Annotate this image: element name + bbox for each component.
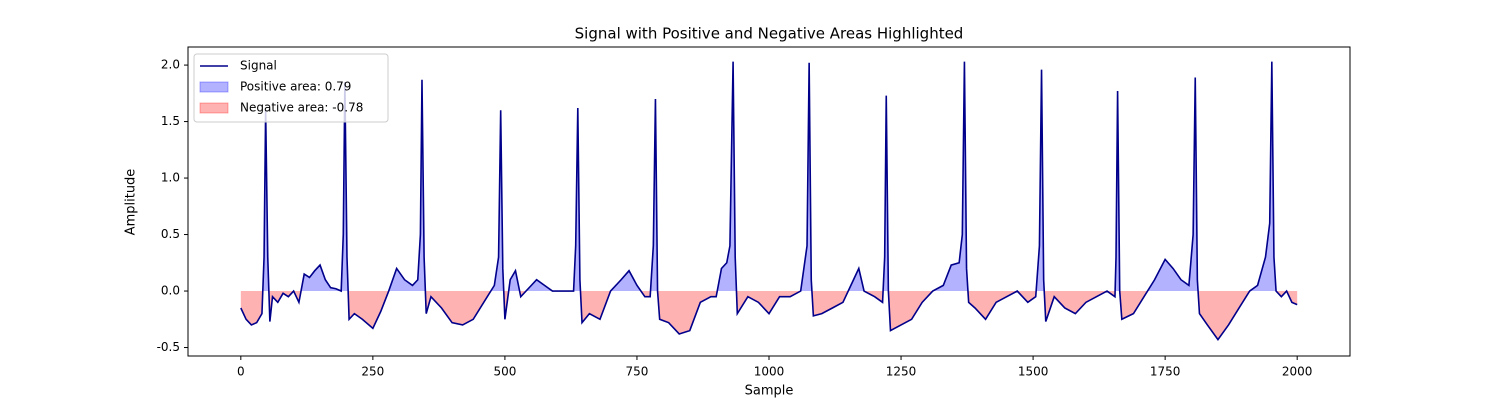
x-tick-label: 2000 <box>1282 365 1313 379</box>
legend-box <box>193 53 389 123</box>
y-tick-label: -0.5 <box>157 340 180 354</box>
signal-line <box>240 61 1298 341</box>
y-tick-label: 0.5 <box>161 227 180 241</box>
y-tick-label: 0.0 <box>161 284 180 298</box>
x-tick-label: 750 <box>626 365 649 379</box>
x-axis-label: Sample <box>745 384 794 399</box>
x-tick-label: 500 <box>493 365 516 379</box>
y-tick-label: 2.0 <box>161 58 180 72</box>
legend-label: Signal <box>240 59 277 73</box>
legend-swatch <box>199 102 229 114</box>
y-tick-label: 1.0 <box>161 171 180 185</box>
legend-swatch <box>199 81 229 93</box>
y-tick-label: 1.5 <box>161 114 180 128</box>
x-tick-label: 1500 <box>1018 365 1049 379</box>
legend-label: Positive area: 0.79 <box>240 80 351 94</box>
area-fill <box>240 291 1298 340</box>
y-axis-label: Amplitude <box>124 169 139 236</box>
x-tick-label: 250 <box>361 365 384 379</box>
x-tick-label: 1250 <box>886 365 917 379</box>
x-tick-label: 1000 <box>754 365 785 379</box>
legend: Signal Positive area: 0.79 Negative area: … <box>193 53 389 123</box>
chart-title: Signal with Positive and Negative Areas … <box>575 25 964 43</box>
x-tick-label: 0 <box>237 365 245 379</box>
legend-label: Negative area: -0.78 <box>240 101 363 115</box>
x-tick-label: 1750 <box>1150 365 1181 379</box>
